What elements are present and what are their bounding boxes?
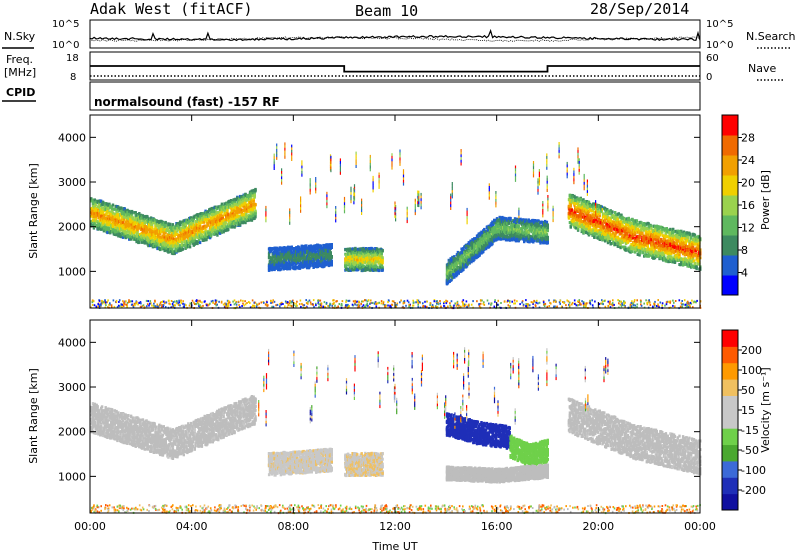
colorbar-tick-label: 200 <box>741 344 762 357</box>
x-tick-label: 04:00 <box>176 520 208 533</box>
colorbar-tick-label: -200 <box>741 484 766 497</box>
colorbar-tick-label: 50 <box>741 384 755 397</box>
y-tick-label: 3000 <box>58 176 86 189</box>
nsearch-series <box>89 36 701 42</box>
noise-right-tick-bottom: 10^0 <box>706 40 733 51</box>
colorbar-tick-label: 8 <box>741 244 748 257</box>
power-y-axis-label: Slant Range [km] <box>27 163 40 259</box>
y-tick-label: 1000 <box>58 265 86 278</box>
power-colorbar-label: Power [dB] <box>759 170 772 230</box>
freq-right-tick-top: 60 <box>706 53 719 64</box>
colorbar-tick-label: -15 <box>741 424 759 437</box>
x-tick-label: 20:00 <box>582 520 614 533</box>
noise-right-tick-top: 10^5 <box>706 19 733 30</box>
beam-title: Beam 10 <box>355 2 418 20</box>
frequency-panel: Freq. [MHz] 18 8 60 0 Nave <box>4 51 785 83</box>
y-tick-label: 1000 <box>58 470 86 483</box>
y-tick-label: 2000 <box>58 426 86 439</box>
nsky-label: N.Sky <box>4 30 36 43</box>
noise-left-tick-top: 10^5 <box>52 19 79 30</box>
power-panel: 1000 2000 3000 4000 Slant Range [km] 28 24 20… <box>27 114 772 310</box>
noise-left-tick-bottom: 10^0 <box>52 40 79 51</box>
freq-unit-label: [MHz] <box>4 66 36 79</box>
velocity-y-axis-label: Slant Range [km] <box>27 368 40 464</box>
y-tick-label: 2000 <box>58 221 86 234</box>
colorbar-tick-label: 100 <box>741 364 762 377</box>
velocity-panel: 1000 2000 3000 4000 00:00 04:00 08:00 12:00 16:… <box>27 319 772 533</box>
freq-label: Freq. <box>6 53 33 66</box>
velocity-colorbar: 200 100 50 15 -15 -50 -100 -200 <box>721 329 766 511</box>
cpid-label: CPID <box>6 86 35 99</box>
x-tick-label: 12:00 <box>379 520 411 533</box>
colorbar-tick-label: -100 <box>741 464 766 477</box>
cpid-text: normalsound (fast) -157 RF <box>94 95 280 109</box>
station-title: Adak West (fitACF) <box>90 0 253 18</box>
colorbar-tick-label: 4 <box>741 267 748 280</box>
freq-left-tick-bottom: 8 <box>70 72 76 83</box>
velocity-colorbar-label: Velocity [m s⁻¹] <box>759 367 772 452</box>
colorbar-tick-label: 24 <box>741 154 755 167</box>
y-tick-label: 4000 <box>58 336 86 349</box>
date-title: 28/Sep/2014 <box>590 0 689 18</box>
freq-series <box>90 65 700 73</box>
x-tick-label: 16:00 <box>481 520 513 533</box>
colorbar-tick-label: 28 <box>741 132 755 145</box>
time-axis-label: Time UT <box>371 540 417 553</box>
power-colorbar: 28 24 20 16 12 8 4 <box>721 114 755 296</box>
colorbar-tick-label: -50 <box>741 444 759 457</box>
cpid-panel: normalsound (fast) -157 RF <box>89 81 701 111</box>
colorbar-tick-label: 20 <box>741 177 755 190</box>
noise-panel: N.Sky 10^5 10^0 10^5 10^0 N.Search <box>2 19 796 51</box>
freq-right-tick-bottom: 0 <box>706 72 712 83</box>
freq-left-tick-top: 18 <box>66 53 79 64</box>
y-tick-label: 3000 <box>58 381 86 394</box>
x-tick-label: 00:00 <box>74 520 106 533</box>
nave-label: Nave <box>748 62 776 75</box>
colorbar-tick-label: 15 <box>741 404 755 417</box>
velocity-heatmap <box>90 347 702 515</box>
nsearch-label: N.Search <box>746 30 796 43</box>
colorbar-tick-label: 12 <box>741 222 755 235</box>
power-heatmap <box>90 142 702 310</box>
x-tick-label: 08:00 <box>277 520 309 533</box>
y-tick-label: 4000 <box>58 131 86 144</box>
x-tick-label: 00:00 <box>684 520 716 533</box>
colorbar-tick-label: 16 <box>741 199 755 212</box>
